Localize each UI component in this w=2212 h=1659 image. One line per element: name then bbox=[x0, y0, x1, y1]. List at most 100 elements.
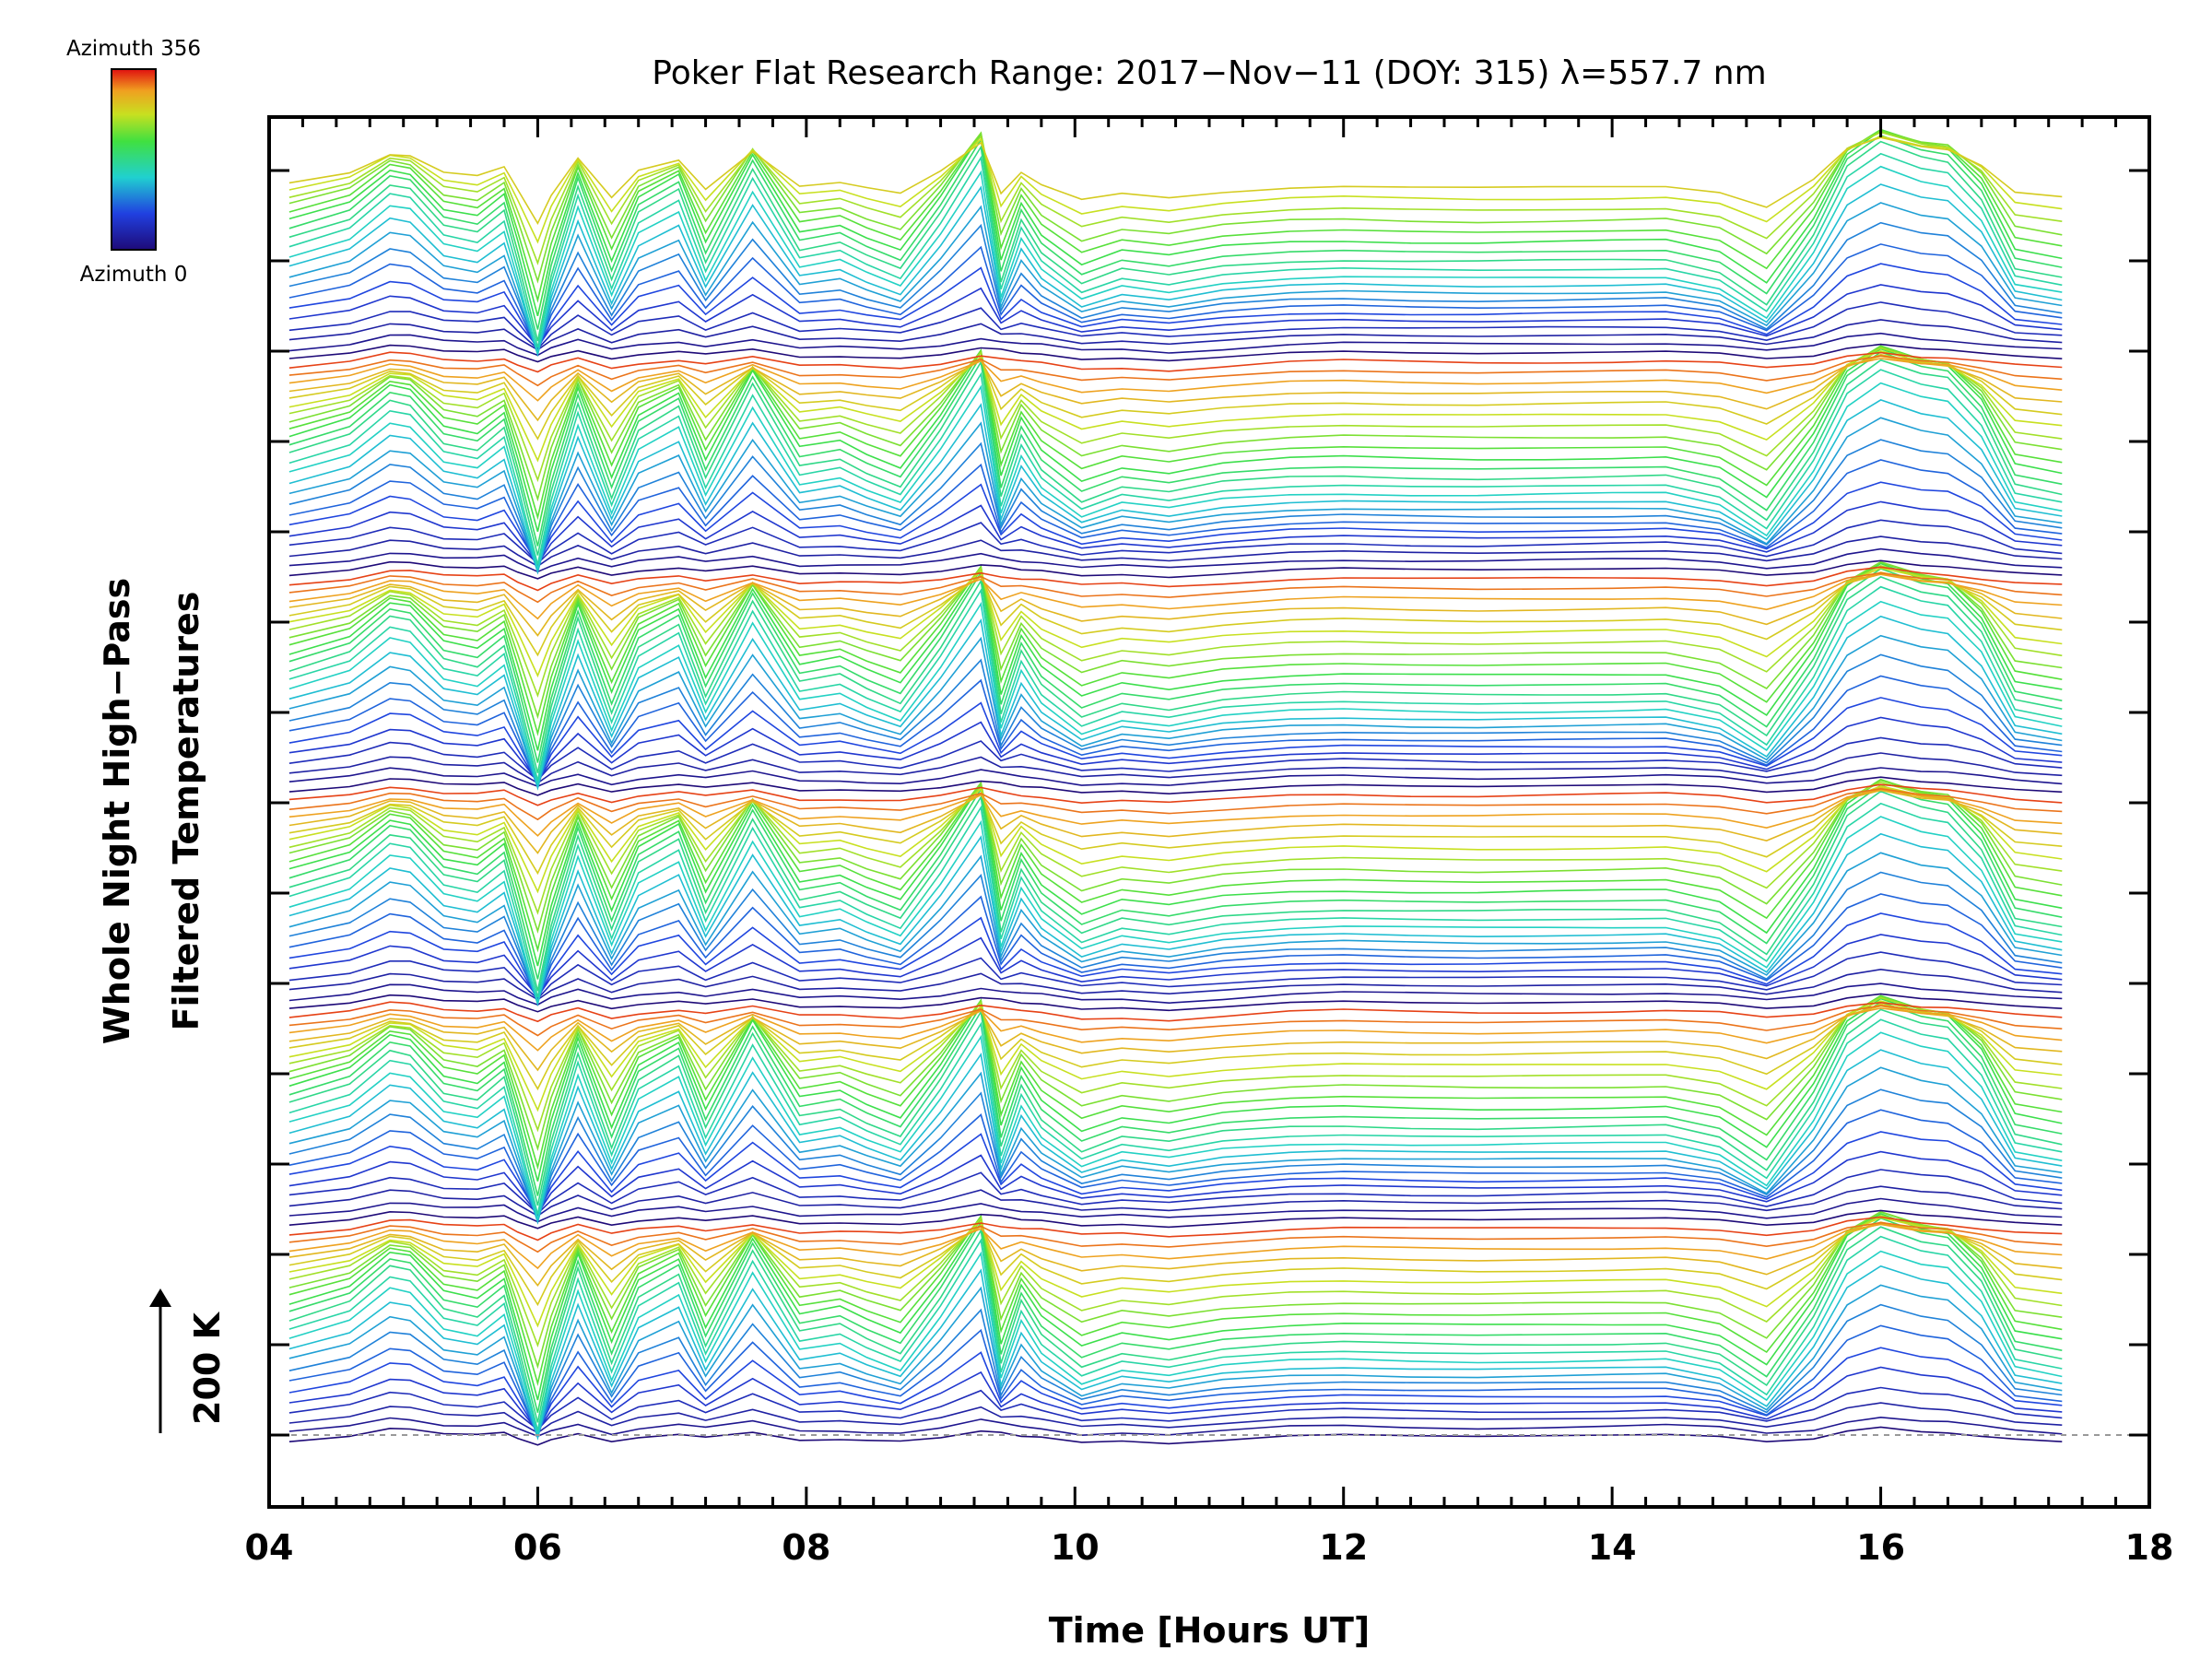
series-line bbox=[288, 136, 2063, 225]
series-line bbox=[288, 1018, 2063, 1215]
series-line bbox=[288, 355, 2063, 387]
chart-title: Poker Flat Research Range: 2017−Nov−11 (… bbox=[652, 54, 1766, 92]
series-line bbox=[288, 1008, 2063, 1206]
x-tick-label: 04 bbox=[245, 1527, 294, 1568]
series-line bbox=[288, 284, 2063, 349]
series-line bbox=[288, 183, 2063, 357]
series-line bbox=[288, 697, 2063, 784]
series-line bbox=[288, 355, 2063, 422]
series-line bbox=[288, 934, 2063, 999]
series-line bbox=[288, 832, 2063, 1007]
scale-label: 200 K bbox=[187, 1311, 228, 1425]
series-line bbox=[288, 369, 2063, 565]
series-line bbox=[288, 128, 2063, 303]
series-line bbox=[288, 852, 2063, 1006]
series-line bbox=[288, 816, 2063, 1004]
series-line bbox=[288, 1109, 2063, 1220]
series-line bbox=[288, 263, 2063, 351]
series-line bbox=[288, 439, 2063, 572]
series-line bbox=[288, 1217, 2063, 1413]
series-line bbox=[288, 130, 2063, 284]
series-line bbox=[288, 783, 2063, 806]
series-line bbox=[288, 1347, 2063, 1434]
series-line bbox=[288, 417, 2063, 575]
series-line bbox=[288, 1226, 2063, 1423]
series-line bbox=[288, 565, 2063, 699]
series-line bbox=[288, 358, 2063, 402]
series-line bbox=[288, 993, 2063, 1013]
y-axis-label-line1: Whole Night High−Pass bbox=[97, 578, 137, 1044]
series-line bbox=[288, 600, 2063, 785]
series-line bbox=[288, 802, 2063, 998]
series-group bbox=[288, 128, 2063, 1446]
series-line bbox=[288, 1210, 2063, 1370]
series-line bbox=[288, 140, 2063, 342]
series-line bbox=[288, 776, 2063, 796]
series-line bbox=[288, 1066, 2063, 1225]
series-line bbox=[288, 129, 2063, 317]
series-line bbox=[288, 786, 2063, 876]
series-line bbox=[288, 353, 2063, 441]
x-axis: 04 06 08 10 12 14 16 18 bbox=[245, 117, 2174, 1568]
colorbar-top-label: Azimuth 356 bbox=[66, 37, 201, 61]
series-line bbox=[288, 736, 2063, 782]
series-line bbox=[288, 1211, 2063, 1387]
series-line bbox=[288, 634, 2063, 790]
series-line bbox=[288, 332, 2063, 357]
series-line bbox=[288, 779, 2063, 934]
series-line bbox=[288, 778, 2063, 953]
series-line bbox=[288, 1303, 2063, 1440]
series-line bbox=[288, 519, 2063, 565]
series-line bbox=[288, 790, 2063, 992]
series-line bbox=[288, 571, 2063, 604]
series-line bbox=[288, 1000, 2063, 1112]
series-line bbox=[288, 1235, 2063, 1431]
series-line bbox=[288, 165, 2063, 354]
series-line bbox=[288, 1006, 2063, 1052]
series-line bbox=[288, 1185, 2063, 1218]
series-line bbox=[288, 459, 2063, 571]
series-line bbox=[288, 1402, 2063, 1434]
series-line bbox=[288, 1250, 2063, 1435]
series-line bbox=[288, 347, 2063, 533]
series-line bbox=[288, 1001, 2063, 1196]
series-line bbox=[288, 784, 2063, 980]
x-tick-label: 12 bbox=[1319, 1527, 1368, 1568]
x-tick-label: 14 bbox=[1588, 1527, 1637, 1568]
series-line bbox=[288, 399, 2063, 575]
series-line bbox=[288, 1169, 2063, 1215]
series-line bbox=[288, 202, 2063, 358]
series-line bbox=[288, 135, 2063, 330]
series-line bbox=[288, 567, 2063, 678]
series-line bbox=[288, 784, 2063, 894]
series-line bbox=[288, 1221, 2063, 1307]
series-line bbox=[288, 767, 2063, 787]
x-tick-label: 16 bbox=[1856, 1527, 1905, 1568]
series-line bbox=[288, 968, 2063, 1001]
series-line bbox=[288, 997, 2063, 1182]
series-line bbox=[288, 1217, 2063, 1328]
series-line bbox=[288, 500, 2063, 566]
series-line bbox=[288, 716, 2063, 782]
series-line bbox=[288, 1223, 2063, 1270]
x-tick-label: 18 bbox=[2125, 1527, 2174, 1568]
series-line bbox=[288, 243, 2063, 353]
scale-arrow-head bbox=[149, 1288, 171, 1307]
series-line bbox=[288, 343, 2063, 363]
series-line bbox=[288, 787, 2063, 821]
series-line bbox=[288, 349, 2063, 463]
x-tick-label: 06 bbox=[513, 1527, 562, 1568]
series-line bbox=[288, 789, 2063, 854]
x-tick-label: 10 bbox=[1051, 1527, 1100, 1568]
series-line bbox=[288, 1150, 2063, 1215]
series-line bbox=[288, 571, 2063, 657]
series-line bbox=[288, 359, 2063, 556]
series-line bbox=[288, 1197, 2063, 1223]
colorbar-bottom-label: Azimuth 0 bbox=[80, 263, 188, 287]
series-line bbox=[288, 351, 2063, 373]
series-line bbox=[288, 752, 2063, 784]
series-line bbox=[288, 788, 2063, 837]
series-line bbox=[288, 1001, 2063, 1023]
series-line bbox=[288, 535, 2063, 568]
